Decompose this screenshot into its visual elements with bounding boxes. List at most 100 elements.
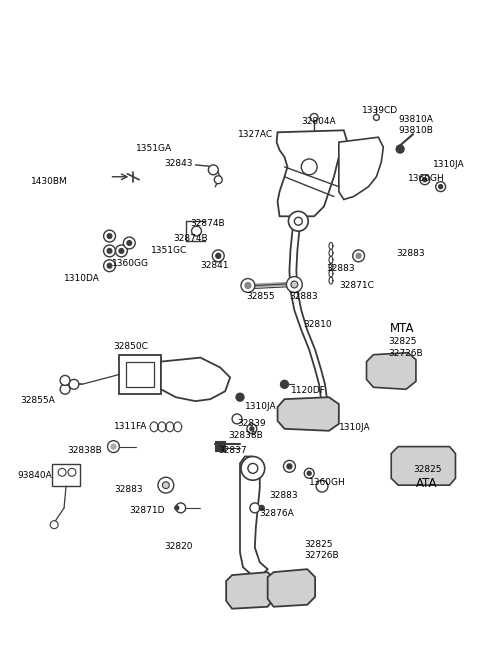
Polygon shape <box>216 441 225 451</box>
Text: 32825: 32825 <box>304 540 333 548</box>
Circle shape <box>439 185 443 189</box>
Text: 32838B: 32838B <box>228 431 263 440</box>
Text: 32838B: 32838B <box>67 445 102 455</box>
Circle shape <box>245 282 251 288</box>
Circle shape <box>68 468 76 476</box>
Circle shape <box>69 379 79 389</box>
Circle shape <box>107 263 112 268</box>
Polygon shape <box>277 397 339 431</box>
Polygon shape <box>240 457 268 575</box>
Text: 1327AC: 1327AC <box>238 130 273 140</box>
Text: 1360GG: 1360GG <box>111 259 148 268</box>
Text: MTA: MTA <box>390 322 415 335</box>
Text: 1310JA: 1310JA <box>245 402 276 411</box>
Text: 32855: 32855 <box>246 292 275 301</box>
Polygon shape <box>339 138 384 200</box>
Circle shape <box>107 248 112 253</box>
Text: 1310DA: 1310DA <box>64 274 100 282</box>
Text: 32874B: 32874B <box>191 219 225 228</box>
Text: 93840A: 93840A <box>18 472 52 480</box>
Circle shape <box>119 248 124 253</box>
Polygon shape <box>161 358 230 401</box>
Circle shape <box>356 253 361 258</box>
Text: 32883: 32883 <box>270 491 298 500</box>
Circle shape <box>58 468 66 476</box>
Circle shape <box>280 381 288 388</box>
Polygon shape <box>276 130 347 216</box>
Text: 1351GA: 1351GA <box>136 144 172 153</box>
Text: 32837: 32837 <box>218 445 247 455</box>
Circle shape <box>304 468 314 478</box>
Circle shape <box>208 165 218 175</box>
Circle shape <box>288 212 308 231</box>
Polygon shape <box>120 354 161 394</box>
Text: 32726B: 32726B <box>388 348 423 358</box>
Circle shape <box>436 181 445 192</box>
Circle shape <box>301 159 317 175</box>
Circle shape <box>162 481 169 489</box>
Circle shape <box>107 234 112 238</box>
Circle shape <box>294 217 302 225</box>
Circle shape <box>316 480 328 492</box>
Text: 32810: 32810 <box>303 320 332 329</box>
Text: 32804A: 32804A <box>301 117 336 126</box>
Circle shape <box>241 278 255 292</box>
Text: 32820: 32820 <box>164 542 192 552</box>
Text: 32874B: 32874B <box>173 234 207 243</box>
Circle shape <box>60 384 70 394</box>
Circle shape <box>247 424 257 434</box>
Circle shape <box>353 250 364 262</box>
Circle shape <box>123 237 135 249</box>
Circle shape <box>104 245 116 257</box>
Circle shape <box>236 393 244 401</box>
Bar <box>52 464 80 486</box>
Circle shape <box>232 414 242 424</box>
Polygon shape <box>391 447 456 485</box>
Circle shape <box>216 253 221 258</box>
Polygon shape <box>367 352 416 389</box>
Circle shape <box>108 441 120 453</box>
Circle shape <box>420 175 430 185</box>
Text: 32839: 32839 <box>237 419 265 428</box>
Text: 1360GH: 1360GH <box>309 478 346 487</box>
Text: 1310JA: 1310JA <box>339 423 371 432</box>
Text: 32876A: 32876A <box>260 509 295 518</box>
Polygon shape <box>226 572 274 608</box>
Text: 32843: 32843 <box>164 159 192 168</box>
Circle shape <box>214 176 222 183</box>
Text: 32883: 32883 <box>289 292 318 301</box>
Text: 32871C: 32871C <box>339 280 374 290</box>
Circle shape <box>250 503 260 513</box>
Text: 32883: 32883 <box>114 485 143 494</box>
Circle shape <box>396 145 404 153</box>
Text: 32883: 32883 <box>396 249 425 258</box>
Text: 93810A: 93810A <box>398 115 433 124</box>
Text: 32825: 32825 <box>413 466 442 474</box>
Circle shape <box>176 503 186 513</box>
Circle shape <box>373 115 379 121</box>
Text: 1351GC: 1351GC <box>151 246 187 255</box>
Circle shape <box>248 463 258 474</box>
Circle shape <box>287 464 292 469</box>
Circle shape <box>284 460 295 472</box>
Circle shape <box>60 375 70 385</box>
Text: 32871D: 32871D <box>129 506 165 515</box>
Text: 32883: 32883 <box>326 264 355 272</box>
Text: 93810B: 93810B <box>398 126 433 136</box>
Circle shape <box>259 506 264 510</box>
Circle shape <box>127 240 132 246</box>
Text: 1120DF: 1120DF <box>291 386 326 396</box>
Text: 32855A: 32855A <box>21 396 55 405</box>
Circle shape <box>291 281 298 288</box>
Polygon shape <box>289 216 327 399</box>
Polygon shape <box>268 569 315 607</box>
Circle shape <box>423 178 427 181</box>
Polygon shape <box>126 362 154 387</box>
Text: 1311FA: 1311FA <box>113 422 147 431</box>
Circle shape <box>116 245 127 257</box>
Circle shape <box>104 230 116 242</box>
Text: 32841: 32841 <box>201 261 229 270</box>
Text: 1310JA: 1310JA <box>433 160 464 169</box>
Circle shape <box>158 477 174 493</box>
Circle shape <box>175 506 179 510</box>
